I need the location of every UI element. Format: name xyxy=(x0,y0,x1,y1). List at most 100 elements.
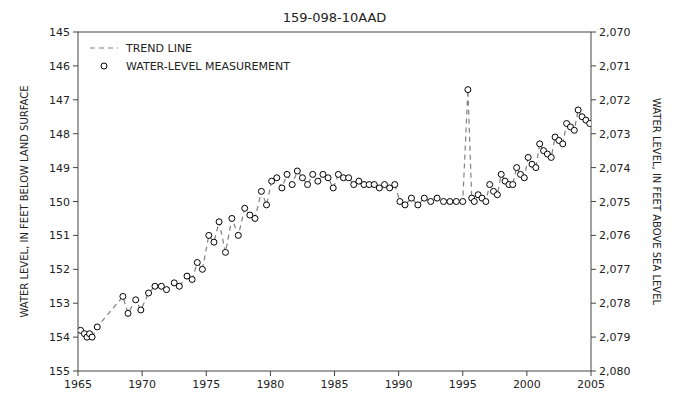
plot-frame xyxy=(78,32,591,371)
legend-label: WATER-LEVEL MEASUREMENT xyxy=(126,60,290,73)
measurement-point xyxy=(206,232,212,238)
y2-tick xyxy=(591,32,596,33)
x-tick-label: 1975 xyxy=(192,378,220,391)
y-tick-label: 153 xyxy=(49,297,70,310)
x-tick xyxy=(526,371,527,376)
measurement-point xyxy=(138,307,144,313)
measurement-point xyxy=(94,324,100,330)
y2-tick xyxy=(591,201,596,202)
legend-marker xyxy=(101,63,107,69)
y2-tick xyxy=(591,269,596,270)
y2-tick-label: 2,078 xyxy=(599,297,631,310)
y-tick xyxy=(73,133,78,134)
measurement-point xyxy=(89,334,95,340)
x-tick-label: 2000 xyxy=(513,378,541,391)
y-tick xyxy=(73,269,78,270)
measurement-point xyxy=(305,182,311,188)
y2-tick-label: 2,079 xyxy=(599,331,631,344)
measurement-point xyxy=(465,87,471,93)
measurement-point xyxy=(235,232,241,238)
measurement-point xyxy=(120,293,126,299)
measurement-point xyxy=(525,154,531,160)
measurement-point xyxy=(325,175,331,181)
y-axis: 145146147148149150151152153154155WATER L… xyxy=(19,26,78,378)
measurement-point xyxy=(294,168,300,174)
measurement-point xyxy=(434,195,440,201)
x-tick xyxy=(334,371,335,376)
x-tick-label: 1980 xyxy=(256,378,284,391)
x-tick xyxy=(206,371,207,376)
y-tick xyxy=(73,167,78,168)
measurement-point xyxy=(194,260,200,266)
y2-tick xyxy=(591,371,596,372)
measurement-point xyxy=(289,182,295,188)
measurement-point xyxy=(453,199,459,205)
y-tick-label: 148 xyxy=(49,128,70,141)
measurement-point xyxy=(471,199,477,205)
measurement-point xyxy=(587,121,591,127)
x-tick-label: 1995 xyxy=(449,378,477,391)
measurement-point xyxy=(125,310,131,316)
measurement-point xyxy=(537,141,543,147)
measurement-point xyxy=(199,266,205,272)
y2-tick xyxy=(591,167,596,168)
measurement-point xyxy=(222,249,228,255)
measurement-point xyxy=(310,171,316,177)
y-tick xyxy=(73,337,78,338)
measurement-point xyxy=(415,202,421,208)
y2-tick-label: 2,073 xyxy=(599,128,631,141)
data-layer xyxy=(78,87,591,340)
trend-line xyxy=(81,90,590,337)
y-tick-label: 145 xyxy=(49,26,70,39)
measurement-point xyxy=(152,283,158,289)
measurement-point xyxy=(211,239,217,245)
y2-axis: 2,0802,0792,0782,0772,0762,0752,0742,073… xyxy=(591,26,662,378)
measurement-point xyxy=(252,215,258,221)
x-tick xyxy=(270,371,271,376)
x-tick xyxy=(398,371,399,376)
y-tick-label: 147 xyxy=(49,94,70,107)
x-tick-label: 1985 xyxy=(321,378,349,391)
y-tick xyxy=(73,99,78,100)
measurement-point xyxy=(494,192,500,198)
x-tick xyxy=(142,371,143,376)
y-tick-label: 154 xyxy=(49,331,70,344)
y-tick xyxy=(73,201,78,202)
measurement-point xyxy=(441,199,447,205)
measurement-point xyxy=(242,205,248,211)
measurement-point xyxy=(548,154,554,160)
measurement-point xyxy=(279,185,285,191)
x-tick-label: 1990 xyxy=(385,378,413,391)
measurement-point xyxy=(402,202,408,208)
chart: 159-098-10AAD196519701975198019851990199… xyxy=(0,0,673,401)
y-axis-label: WATER LEVEL, IN FEET BELOW LAND SURFACE xyxy=(19,86,30,318)
points xyxy=(78,87,591,340)
x-tick xyxy=(591,371,592,376)
legend-line xyxy=(90,47,118,48)
y2-tick-label: 2,075 xyxy=(599,196,631,209)
y2-tick-label: 2,076 xyxy=(599,229,631,242)
measurement-point xyxy=(483,199,489,205)
y-tick xyxy=(73,303,78,304)
x-axis: 196519701975198019851990199520002005 xyxy=(64,371,605,391)
x-tick-label: 1970 xyxy=(128,378,156,391)
measurement-point xyxy=(533,165,539,171)
title: 159-098-10AAD xyxy=(283,10,387,25)
measurement-point xyxy=(514,165,520,171)
y-tick-label: 146 xyxy=(49,60,70,73)
y2-tick xyxy=(591,235,596,236)
x-tick-label: 2005 xyxy=(577,378,605,391)
measurement-point xyxy=(487,182,493,188)
legend: TREND LINEWATER-LEVEL MEASUREMENT xyxy=(90,42,290,73)
measurement-point xyxy=(133,297,139,303)
measurement-point xyxy=(284,171,290,177)
measurement-point xyxy=(189,276,195,282)
measurement-point xyxy=(315,178,321,184)
y-tick-label: 149 xyxy=(49,162,70,175)
measurement-point xyxy=(264,202,270,208)
y2-tick-label: 2,071 xyxy=(599,60,631,73)
measurement-point xyxy=(216,219,222,225)
measurement-point xyxy=(229,215,235,221)
y-tick-label: 151 xyxy=(49,229,70,242)
y2-tick-label: 2,070 xyxy=(599,26,631,39)
